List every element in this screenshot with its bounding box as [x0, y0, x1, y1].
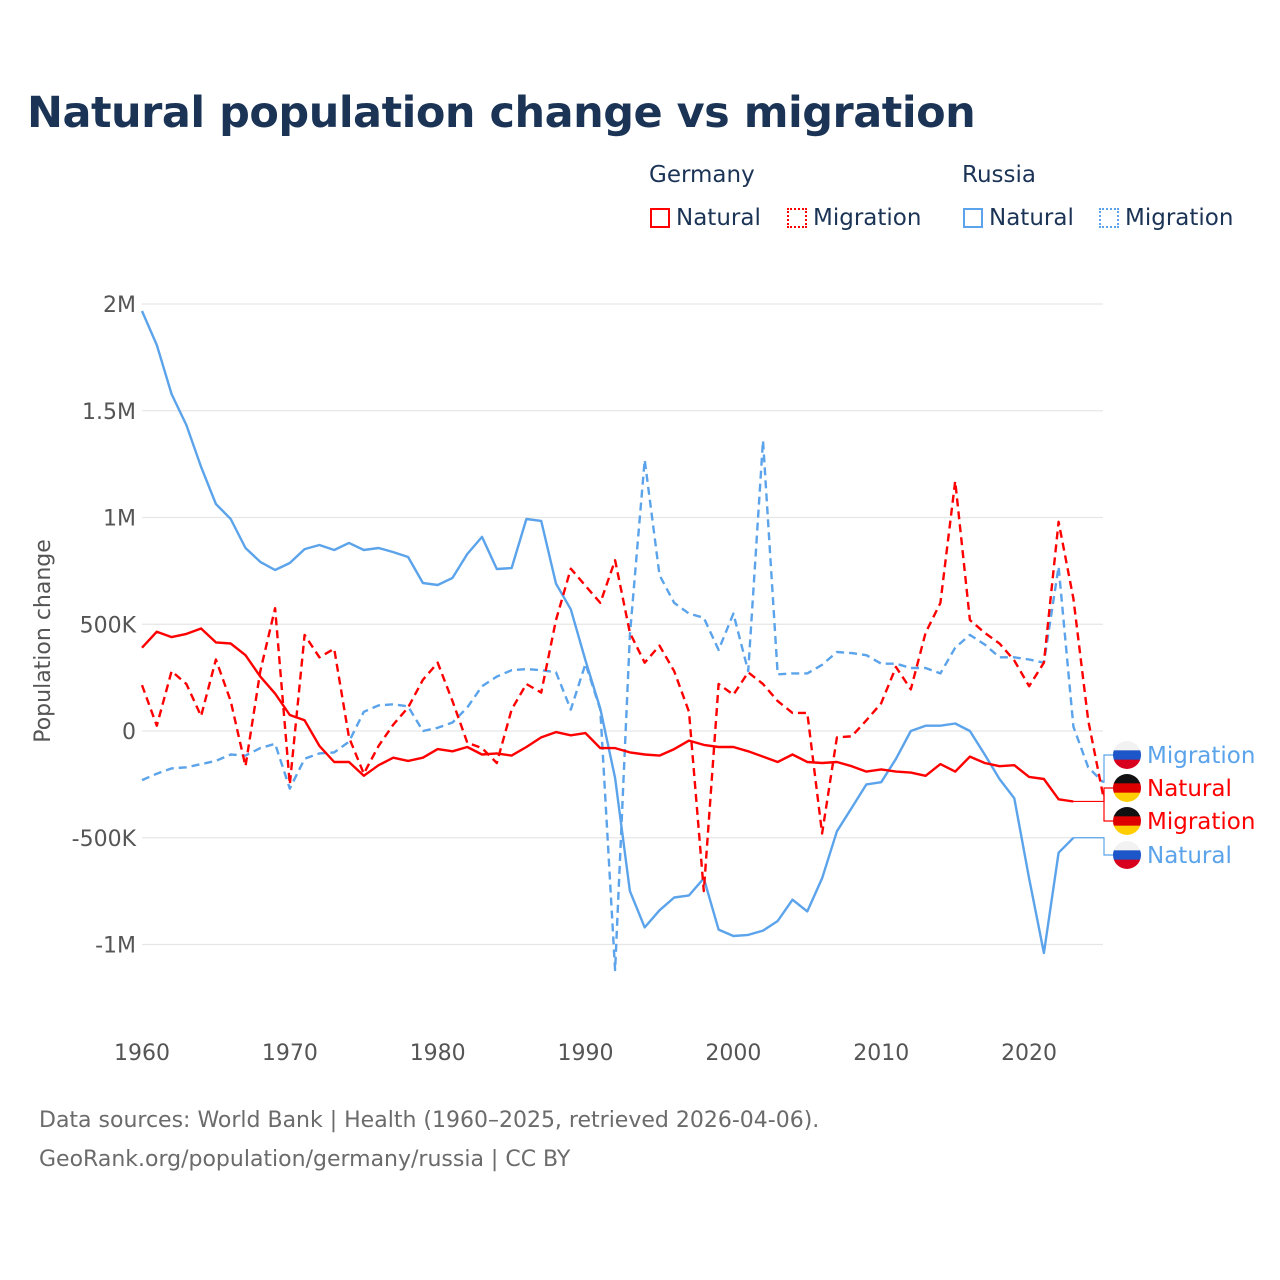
end-label-connector: [1103, 754, 1114, 783]
solid-swatch-icon: [650, 208, 670, 228]
y-tick-label: 500K: [80, 613, 137, 638]
y-tick-label: 0: [122, 720, 136, 745]
end-label: Natural: [1147, 776, 1232, 802]
y-tick-label: -1M: [95, 934, 136, 959]
legend-label: Natural: [676, 205, 761, 231]
x-tick-label: 2000: [705, 1041, 761, 1066]
legend-germany-migration[interactable]: Migration: [787, 205, 921, 231]
end-label: Migration: [1147, 743, 1255, 769]
y-tick-label: 1M: [103, 507, 136, 532]
end-label: Natural: [1147, 843, 1232, 869]
end-label: Migration: [1147, 809, 1255, 835]
legend-russia-migration[interactable]: Migration: [1099, 205, 1233, 231]
x-tick-label: 1980: [410, 1041, 466, 1066]
chart-title: Natural population change vs migration: [27, 88, 976, 138]
y-axis-label: Population change: [31, 539, 56, 743]
russia-flag-icon: [1113, 841, 1141, 869]
end-label-connector: [1103, 794, 1114, 822]
legend-russia-natural[interactable]: Natural: [963, 205, 1074, 231]
x-tick-label: 2020: [1001, 1041, 1057, 1066]
footer-sources: Data sources: World Bank | Health (1960–…: [39, 1108, 820, 1133]
solid-swatch-icon: [963, 208, 983, 228]
y-tick-label: -500K: [72, 827, 137, 852]
x-tick-label: 2010: [853, 1041, 909, 1066]
legend-germany-natural[interactable]: Natural: [650, 205, 761, 231]
y-tick-label: 1.5M: [82, 400, 136, 425]
series-line-russia-migration: [141, 439, 1104, 972]
legend-label: Migration: [1125, 205, 1234, 231]
germany-flag-icon: [1113, 807, 1141, 835]
x-tick-label: 1960: [114, 1041, 170, 1066]
end-label-connector: [1073, 787, 1114, 803]
x-tick-label: 1970: [262, 1041, 318, 1066]
legend-label: Natural: [989, 205, 1074, 231]
series-line-germany-natural: [141, 627, 1074, 803]
germany-flag-icon: [1113, 774, 1141, 802]
y-tick-label: 2M: [103, 293, 136, 318]
dotted-swatch-icon: [1099, 208, 1119, 228]
series-line-germany-migration: [140, 480, 1105, 893]
legend-group-russia: Russia: [962, 162, 1036, 188]
russia-flag-icon: [1113, 741, 1141, 769]
legend-group-germany: Germany: [649, 162, 755, 188]
footer-link[interactable]: GeoRank.org/population/germany/russia | …: [39, 1147, 571, 1172]
dotted-swatch-icon: [787, 208, 807, 228]
end-label-connector: [1073, 837, 1114, 856]
x-tick-label: 1990: [558, 1041, 614, 1066]
legend-label: Migration: [813, 205, 922, 231]
series-line-russia-natural: [140, 310, 1075, 955]
